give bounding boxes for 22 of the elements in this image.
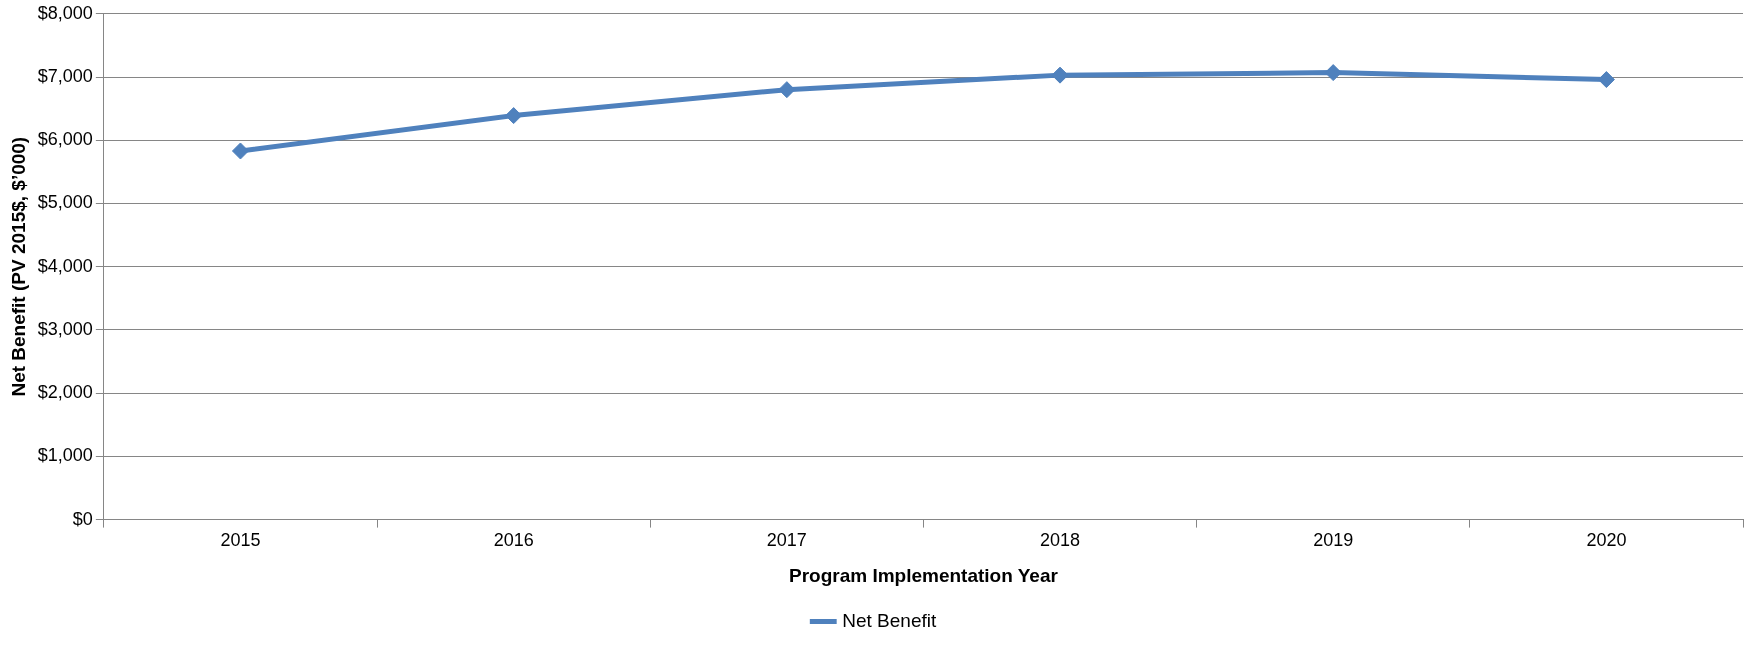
x-tick-label: 2020 — [1586, 530, 1627, 551]
x-tick-label: 2019 — [1313, 530, 1354, 551]
y-axis-title: Net Benefit (PV 2015$, $’000) — [7, 136, 29, 397]
x-tick-label: 2015 — [220, 530, 261, 551]
y-tick-label: $1,000 — [37, 445, 93, 466]
x-tick-label: 2018 — [1040, 530, 1081, 551]
y-tick-label: $3,000 — [37, 318, 93, 339]
x-tick-label: 2017 — [766, 530, 807, 551]
legend-label: Net Benefit — [842, 609, 937, 631]
y-tick-label: $4,000 — [37, 255, 93, 276]
x-tick-label: 2016 — [493, 530, 534, 551]
y-tick-label: $6,000 — [37, 129, 93, 150]
y-tick-label: $8,000 — [37, 2, 93, 23]
point — [231, 142, 249, 160]
y-tick-label: $0 — [72, 508, 93, 529]
x-axis-title: Program Implementation Year — [788, 564, 1059, 586]
point — [1597, 71, 1615, 89]
y-tick-label: $2,000 — [37, 382, 93, 403]
y-tick-label: $7,000 — [37, 65, 93, 86]
point — [778, 81, 796, 99]
point — [505, 107, 523, 125]
y-tick-label: $5,000 — [37, 192, 93, 213]
